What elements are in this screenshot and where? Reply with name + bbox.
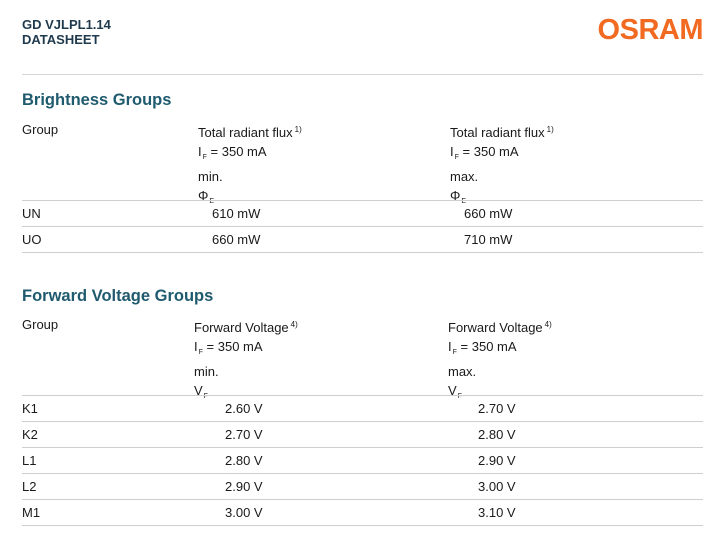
current-value: = 350 mA [462, 144, 519, 159]
group-cell: L2 [22, 479, 37, 494]
bound-label: min. [194, 364, 219, 379]
table-row: UO 660 mW 710 mW [22, 226, 703, 253]
group-cell: K1 [22, 401, 38, 416]
table-row: UN 610 mW 660 mW [22, 200, 703, 226]
table-row: M1 3.00 V 3.10 V [22, 499, 703, 526]
min-value-cell: 3.00 V [225, 505, 263, 520]
quantity-subscript: F [457, 393, 462, 400]
max-value-cell: 3.00 V [478, 479, 516, 494]
brightness-col-group: Group [22, 122, 59, 137]
quantity-subscript: E [209, 198, 215, 205]
voltage-section-title: Forward Voltage Groups [22, 287, 214, 305]
min-value-cell: 2.80 V [225, 453, 263, 468]
min-value-cell: 2.60 V [225, 401, 263, 416]
footnote-ref: 4) [544, 320, 552, 329]
current-symbol: I [448, 339, 452, 354]
footnote-ref: 4) [290, 320, 298, 329]
quantity-symbol: V [194, 383, 203, 398]
osram-logo: OSRAM [597, 14, 704, 46]
voltage-col-max: Forward Voltage 4) IF = 350 mA max. VF [448, 315, 552, 406]
current-symbol: I [198, 144, 202, 159]
bound-label: max. [448, 364, 477, 379]
voltage-col-min: Forward Voltage 4) IF = 350 mA min. VF [194, 315, 298, 406]
col-title: Total radiant flux [450, 125, 545, 140]
min-value-cell: 610 mW [212, 206, 261, 221]
quantity-symbol: Φ [198, 188, 209, 203]
table-row: K1 2.60 V 2.70 V [22, 395, 703, 421]
max-value-cell: 2.70 V [478, 401, 516, 416]
current-subscript: F [452, 349, 457, 356]
bound-label: max. [450, 169, 479, 184]
current-symbol: I [194, 339, 198, 354]
brightness-table-header: Group Total radiant flux 1) IF = 350 mA m… [22, 120, 703, 205]
max-value-cell: 660 mW [464, 206, 513, 221]
group-cell: K2 [22, 427, 38, 442]
group-cell: UN [22, 206, 41, 221]
quantity-symbol: V [448, 383, 457, 398]
brightness-section-title: Brightness Groups [22, 91, 172, 109]
col-title: Forward Voltage [194, 320, 289, 335]
document-type: DATASHEET [22, 32, 100, 47]
voltage-table-header: Group Forward Voltage 4) IF = 350 mA min.… [22, 315, 703, 400]
max-value-cell: 710 mW [464, 232, 513, 247]
table-row: L1 2.80 V 2.90 V [22, 447, 703, 473]
bound-label: min. [198, 169, 223, 184]
document-header: GD VJLPL1.14 DATASHEET [22, 17, 111, 47]
footnote-ref: 1) [546, 125, 554, 134]
group-cell: L1 [22, 453, 37, 468]
group-cell: M1 [22, 505, 41, 520]
brightness-table: Group Total radiant flux 1) IF = 350 mA m… [22, 120, 703, 253]
current-subscript: F [198, 349, 203, 356]
max-value-cell: 2.80 V [478, 427, 516, 442]
brightness-col-max: Total radiant flux 1) IF = 350 mA max. ΦE [450, 120, 554, 211]
voltage-table: Group Forward Voltage 4) IF = 350 mA min.… [22, 315, 703, 526]
document-code: GD VJLPL1.14 [22, 17, 111, 32]
current-subscript: F [454, 154, 459, 161]
brightness-col-min: Total radiant flux 1) IF = 350 mA min. ΦE [198, 120, 302, 211]
max-value-cell: 3.10 V [478, 505, 516, 520]
min-value-cell: 2.70 V [225, 427, 263, 442]
current-value: = 350 mA [210, 144, 267, 159]
max-value-cell: 2.90 V [478, 453, 516, 468]
current-symbol: I [450, 144, 454, 159]
current-subscript: F [202, 154, 207, 161]
quantity-symbol: Φ [450, 188, 461, 203]
header-divider [22, 74, 703, 75]
min-value-cell: 660 mW [212, 232, 261, 247]
col-title: Total radiant flux [198, 125, 293, 140]
current-value: = 350 mA [460, 339, 517, 354]
min-value-cell: 2.90 V [225, 479, 263, 494]
quantity-subscript: E [461, 198, 467, 205]
footnote-ref: 1) [294, 125, 302, 134]
group-cell: UO [22, 232, 42, 247]
table-row: K2 2.70 V 2.80 V [22, 421, 703, 447]
table-row: L2 2.90 V 3.00 V [22, 473, 703, 499]
quantity-subscript: F [203, 393, 208, 400]
col-title: Forward Voltage [448, 320, 543, 335]
voltage-col-group: Group [22, 317, 59, 332]
current-value: = 350 mA [206, 339, 263, 354]
